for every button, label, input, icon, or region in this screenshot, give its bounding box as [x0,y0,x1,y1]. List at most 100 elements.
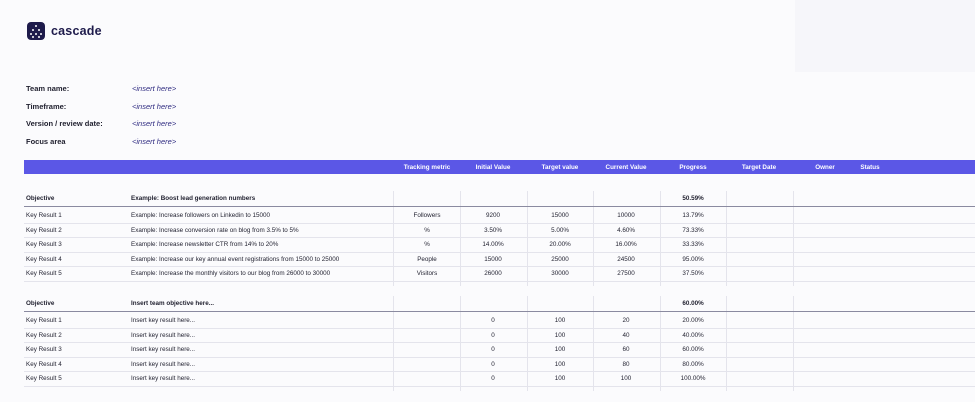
current-value[interactable]: 27500 [617,270,635,277]
target-value[interactable]: 100 [554,375,566,382]
initial-value[interactable]: 0 [491,375,495,382]
key-result-label: Key Result 5 [26,270,62,277]
current-value[interactable]: 40 [622,331,630,339]
column-header-target-date: Target Date [741,164,777,171]
column-header-owner: Owner [815,164,835,171]
target-value[interactable]: 5.00% [551,226,569,234]
objective-row[interactable]: Objective Insert team objective here... … [24,296,975,312]
key-result-row[interactable]: Key Result 5 Insert key result here... 0… [24,371,975,387]
initial-value[interactable]: 14.00% [482,241,504,248]
key-result-text[interactable]: Example: Increase newsletter CTR from 14… [131,241,279,248]
objective-progress: 60.00% [682,300,704,307]
version-value[interactable]: <insert here> [132,119,177,129]
column-divider [793,191,794,286]
target-value[interactable]: 25000 [551,255,569,263]
progress-value: 73.33% [682,226,704,234]
tracking-metric[interactable]: % [424,226,430,234]
team-info: Team name: <insert here> Timeframe: <ins… [26,80,176,150]
key-result-label: Key Result 3 [26,241,62,248]
objective-row[interactable]: Objective Example: Boost lead generation… [24,191,975,207]
key-result-text[interactable]: Example: Increase our key annual event r… [131,255,340,263]
initial-value[interactable]: 15000 [484,255,502,263]
progress-value: 20.00% [682,317,704,324]
timeframe-value[interactable]: <insert here> [132,101,177,111]
current-value[interactable]: 16.00% [615,241,637,248]
initial-value[interactable]: 3.50% [484,226,502,234]
initial-value[interactable]: 9200 [485,212,501,219]
target-value[interactable]: 20.00% [549,241,571,248]
key-result-row[interactable]: Key Result 4 Example: Increase our key a… [24,252,975,267]
key-result-text[interactable]: Example: Increase the monthly visitors t… [131,270,331,277]
tracking-metric[interactable]: People [417,255,437,263]
key-result-label: Key Result 2 [26,226,62,234]
key-result-row[interactable]: Key Result 3 Example: Increase newslette… [24,237,975,253]
progress-value: 100.00% [680,375,706,382]
current-value[interactable]: 4.60% [617,226,635,234]
meta-row-team-name: Team name: <insert here> [26,80,176,98]
current-value[interactable]: 20 [622,317,630,324]
column-divider [460,191,461,286]
key-result-text[interactable]: Insert key result here... [131,360,196,368]
target-value[interactable]: 30000 [551,270,569,277]
key-result-row[interactable]: Key Result 1 Insert key result here... 0… [24,313,975,329]
target-value[interactable]: 100 [554,360,566,368]
current-value[interactable]: 24500 [617,255,635,263]
initial-value[interactable]: 0 [491,360,495,368]
target-value[interactable]: 15000 [551,212,569,219]
target-value[interactable]: 100 [554,331,566,339]
progress-value: 95.00% [682,255,704,263]
key-result-row[interactable]: Key Result 5 Example: Increase the month… [24,266,975,282]
target-value[interactable]: 100 [554,346,566,353]
objective-title[interactable]: Insert team objective here... [131,300,214,307]
key-result-row[interactable]: Key Result 2 Insert key result here... 0… [24,328,975,343]
current-value[interactable]: 10000 [617,212,635,219]
key-result-text[interactable]: Insert key result here... [131,346,196,353]
table-header: Tracking metric Initial Value Target val… [24,160,975,174]
cascade-logo-icon [27,22,45,40]
logo-text: cascade [51,24,102,38]
key-result-text[interactable]: Insert key result here... [131,375,196,382]
target-value[interactable]: 100 [554,317,566,324]
objective-title[interactable]: Example: Boost lead generation numbers [131,195,256,202]
key-result-text[interactable]: Insert key result here... [131,331,196,339]
meta-label: Focus area [26,136,66,146]
column-divider [527,191,528,286]
team-name-value[interactable]: <insert here> [132,84,177,94]
column-divider [527,296,528,391]
column-header-current-value: Current Value [605,164,647,171]
progress-value: 40.00% [682,331,704,339]
initial-value[interactable]: 0 [491,317,495,324]
tracking-metric[interactable]: % [424,241,430,248]
key-result-label: Key Result 2 [26,331,62,339]
key-result-text[interactable]: Example: Increase followers on Linkedin … [131,212,270,219]
key-result-label: Key Result 4 [26,360,62,368]
initial-value[interactable]: 0 [491,331,495,339]
tracking-metric[interactable]: Followers [413,212,441,219]
column-divider [393,296,394,391]
current-value[interactable]: 80 [622,360,630,368]
key-result-label: Key Result 5 [26,375,62,382]
key-result-row[interactable]: Key Result 2 Example: Increase conversio… [24,223,975,238]
column-divider [460,296,461,391]
initial-value[interactable]: 0 [491,346,495,353]
meta-row-timeframe: Timeframe: <insert here> [26,98,176,116]
key-result-text[interactable]: Example: Increase conversion rate on blo… [131,226,299,234]
cascade-logo: cascade [27,22,102,40]
key-result-row[interactable]: Key Result 3 Insert key result here... 0… [24,342,975,358]
focus-area-value[interactable]: <insert here> [132,136,177,146]
meta-label: Team name: [26,84,70,94]
key-result-label: Key Result 1 [26,212,62,219]
progress-value: 80.00% [682,360,704,368]
key-result-row[interactable]: Key Result 1 Example: Increase followers… [24,208,975,224]
column-divider [793,296,794,391]
column-divider [593,191,594,286]
current-value[interactable]: 60 [622,346,630,353]
key-result-row[interactable]: Key Result 4 Insert key result here... 0… [24,357,975,372]
column-divider [593,296,594,391]
current-value[interactable]: 100 [620,375,632,382]
tracking-metric[interactable]: Visitors [416,270,438,277]
key-result-text[interactable]: Insert key result here... [131,317,196,324]
progress-value: 33.33% [682,241,704,248]
initial-value[interactable]: 26000 [484,270,502,277]
progress-value: 13.79% [682,212,704,219]
